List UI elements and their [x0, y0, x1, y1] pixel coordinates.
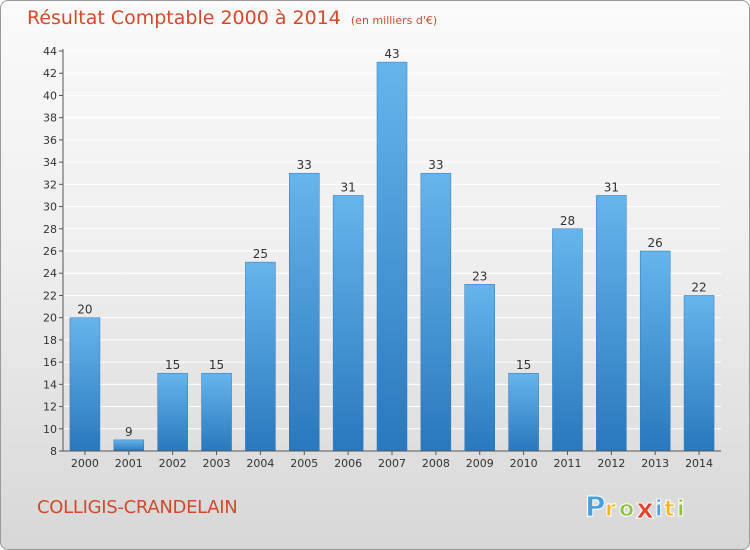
- x-tick-label: 2004: [246, 457, 274, 470]
- data-label-2001: 9: [125, 425, 133, 439]
- x-tick-label: 2013: [641, 457, 669, 470]
- y-tick-label: 18: [43, 334, 57, 347]
- bar-2006: [332, 195, 364, 452]
- y-tick-label: 16: [43, 356, 57, 369]
- bar-2008: [420, 172, 452, 452]
- bar-2003: [201, 372, 232, 452]
- data-label-2005: 33: [297, 158, 312, 172]
- x-tick-label: 2001: [115, 457, 143, 470]
- svg-text:i: i: [677, 497, 685, 522]
- y-tick-label: 10: [43, 423, 57, 436]
- x-tick-label: 2003: [203, 457, 231, 470]
- bar-layer: 20 9 15 15 25 33 31 43 33 23 15 28 31 26 22: [69, 47, 715, 452]
- y-tick-label: 20: [43, 312, 57, 325]
- commune-name: COLLIGIS-CRANDELAIN: [37, 497, 238, 518]
- x-tick-label: 2000: [71, 457, 99, 470]
- y-tick-label: 42: [43, 67, 57, 80]
- data-label-2008: 33: [428, 158, 443, 172]
- data-label-2002: 15: [165, 358, 180, 372]
- y-tick-label: 38: [43, 112, 57, 125]
- y-tick-label: 14: [43, 378, 57, 391]
- bar-2001: [113, 439, 145, 452]
- svg-text:i: i: [655, 497, 663, 522]
- x-tick-label: 2006: [334, 457, 362, 470]
- bar-2005: [289, 172, 320, 452]
- bar-2000: [69, 317, 101, 452]
- data-label-2012: 31: [604, 180, 619, 194]
- svg-text:r: r: [605, 497, 616, 522]
- y-tick-label: 44: [43, 45, 57, 58]
- y-tick-label: 36: [43, 134, 57, 147]
- y-tick-label: 24: [43, 267, 57, 280]
- y-tick-label: 28: [43, 223, 57, 236]
- data-label-2009: 23: [472, 269, 487, 283]
- svg-text:t: t: [664, 497, 675, 522]
- data-label-2007: 43: [384, 47, 399, 61]
- y-tick-label: 22: [43, 289, 57, 302]
- svg-text:x: x: [636, 492, 654, 523]
- bar-2009: [464, 284, 495, 452]
- bar-2011: [552, 228, 583, 452]
- x-tick-label: 2008: [422, 457, 450, 470]
- y-tick-label: 32: [43, 178, 57, 191]
- data-label-2010: 15: [516, 358, 531, 372]
- y-tick-label: 40: [43, 89, 57, 102]
- data-label-2004: 25: [253, 247, 268, 261]
- x-tick-label: 2009: [466, 457, 494, 470]
- bar-2013: [639, 250, 671, 452]
- x-tick-label: 2012: [597, 457, 625, 470]
- chart-unit: (en milliers d'€): [350, 14, 438, 27]
- x-tick-label: 2005: [290, 457, 318, 470]
- bar-2014: [683, 295, 715, 452]
- data-label-2003: 15: [209, 358, 224, 372]
- proxiti-logo: P r o x i t i: [585, 490, 686, 524]
- data-label-2013: 26: [648, 236, 663, 250]
- x-tick-label: 2011: [553, 457, 581, 470]
- y-tick-label: 12: [43, 401, 57, 414]
- data-label-2000: 20: [77, 303, 92, 317]
- axis-layer: 8 10 12 14 16 18 20 22 24 26 28 30 32 34 36 38 40 42 44 200…: [43, 45, 721, 470]
- bar-2004: [245, 261, 276, 452]
- data-label-2011: 28: [560, 214, 575, 228]
- bar-2012: [596, 195, 627, 452]
- x-tick-label: 2007: [378, 457, 406, 470]
- y-tick-label: 34: [43, 156, 57, 169]
- bar-2002: [157, 372, 188, 452]
- chart-title-text: Résultat Comptable 2000 à 2014: [27, 7, 341, 29]
- data-label-2006: 31: [340, 180, 355, 194]
- x-tick-label: 2014: [685, 457, 713, 470]
- bar-2007: [376, 61, 408, 452]
- x-tick-label: 2010: [510, 457, 538, 470]
- y-tick-label: 8: [50, 445, 57, 458]
- svg-text:P: P: [585, 490, 606, 523]
- svg-text:o: o: [619, 497, 634, 522]
- bar-2010: [508, 372, 539, 452]
- y-tick-label: 30: [43, 201, 57, 214]
- y-tick-label: 26: [43, 245, 57, 258]
- x-tick-label: 2002: [159, 457, 187, 470]
- data-label-2014: 22: [691, 280, 706, 294]
- chart-title: Résultat Comptable 2000 à 2014 (en millie…: [27, 7, 437, 29]
